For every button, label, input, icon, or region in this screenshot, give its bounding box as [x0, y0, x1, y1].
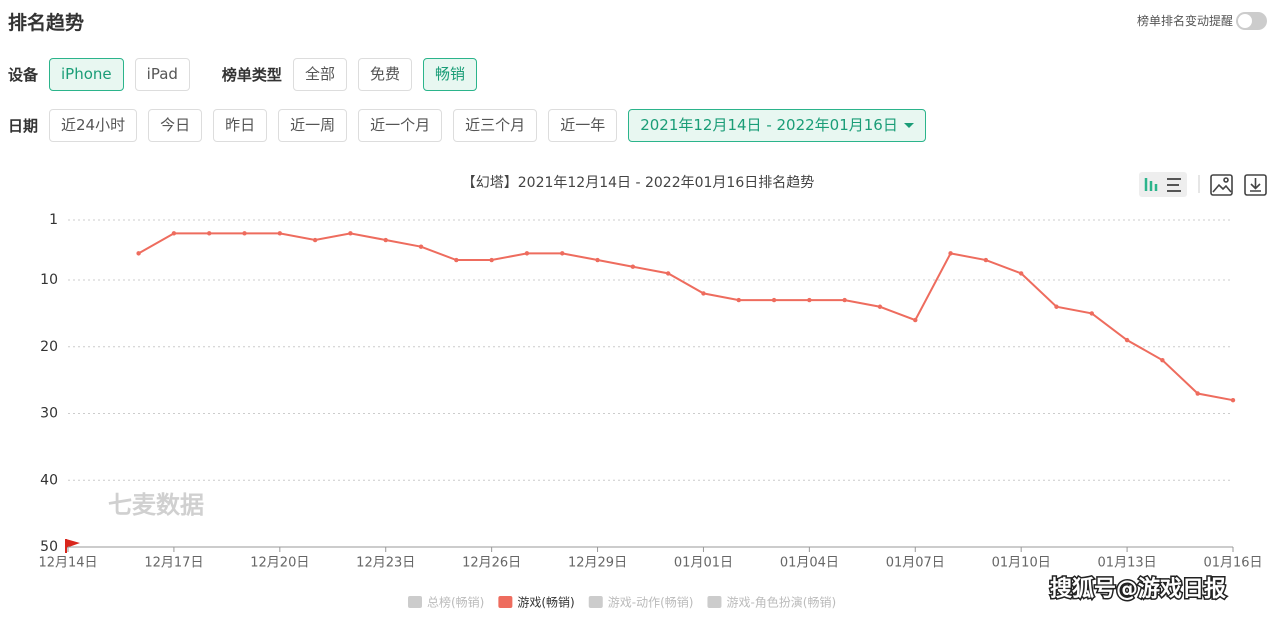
- data-point: [842, 297, 847, 303]
- data-point: [1124, 337, 1130, 343]
- data-point: [1089, 311, 1094, 316]
- data-point: [418, 244, 424, 249]
- legend-label[interactable]: 游戏-动作(畅销): [608, 596, 694, 610]
- data-point: [383, 237, 388, 243]
- filter-option[interactable]: 近一个月: [358, 109, 443, 142]
- data-point: [524, 251, 530, 256]
- legend-swatch: [707, 596, 722, 608]
- data-point: [454, 257, 459, 263]
- data-point: [348, 231, 353, 236]
- data-point: [948, 251, 953, 256]
- filter-option[interactable]: 畅销: [422, 58, 477, 91]
- list-view-icon[interactable]: [1167, 178, 1181, 192]
- data-point: [1054, 304, 1059, 309]
- date-range: 2021年12月14日 - 2022年01月16日: [640, 116, 898, 134]
- data-point: [1160, 357, 1165, 363]
- filter-option[interactable]: 近一年: [548, 109, 618, 142]
- filter-row: 日期 近24小时 今日 昨日 近一周 近一个月 近三个月 近一年 2021年12月14日 - 2…: [8, 109, 926, 142]
- data-point: [1018, 271, 1024, 276]
- data-point: [701, 291, 706, 296]
- start-flag: [65, 539, 80, 553]
- data-point: [877, 304, 883, 309]
- chart-title: 【幻塔】2021年12月14日 - 2022年01月16日排名趋势: [462, 175, 814, 191]
- caret: [903, 123, 914, 128]
- legend-label[interactable]: 游戏(畅销): [517, 596, 574, 610]
- x-tick-label: 12月26日: [462, 556, 521, 571]
- data-point: [312, 237, 318, 243]
- date-range-picker[interactable]: 2021年12月14日 - 2022年01月16日: [628, 109, 926, 142]
- data-point: [913, 317, 918, 323]
- toggle-label: 榜单排名变动提醒: [1136, 14, 1233, 28]
- filter-option[interactable]: iPhone: [49, 58, 124, 91]
- data-point: [242, 231, 247, 236]
- legend-label[interactable]: 总榜(畅销): [427, 595, 484, 610]
- y-tick-label: 20: [40, 339, 58, 355]
- x-tick-label: 01月04日: [780, 556, 839, 571]
- download-icon[interactable]: [1244, 174, 1267, 196]
- data-point: [1230, 397, 1236, 403]
- x-tick-label: 12月29日: [568, 556, 627, 571]
- data-point: [983, 257, 989, 263]
- data-point: [665, 271, 671, 276]
- data-point: [595, 257, 600, 263]
- data-point: [560, 251, 565, 256]
- filter-label: 榜单类型: [221, 66, 282, 84]
- legend-swatch: [408, 596, 422, 608]
- filter-option[interactable]: 昨日: [213, 109, 268, 142]
- y-tick-label: 30: [40, 406, 58, 422]
- x-tick-label: 12月20日: [250, 556, 309, 571]
- x-tick-label: 12月17日: [144, 556, 203, 571]
- x-tick-label: 01月10日: [992, 556, 1051, 571]
- page-title: 排名趋势: [8, 12, 85, 34]
- data-point: [489, 257, 494, 263]
- data-point: [1195, 391, 1200, 396]
- x-tick-label: 01月07日: [886, 556, 945, 571]
- y-tick-label: 1: [49, 212, 58, 228]
- filter-label: 设备: [8, 66, 39, 84]
- source-credit: 搜狐号@游戏日报: [1050, 576, 1226, 602]
- y-tick-label: 40: [40, 472, 58, 488]
- chart-toolbar: [1139, 172, 1267, 197]
- toggle-switch[interactable]: [1236, 12, 1267, 30]
- data-point: [736, 297, 741, 303]
- series-line: [138, 232, 1234, 402]
- filter-option[interactable]: iPad: [134, 58, 190, 91]
- data-point: [277, 231, 283, 236]
- data-point: [136, 251, 141, 256]
- x-tick-label: 01月13日: [1098, 556, 1157, 571]
- data-point: [207, 231, 212, 236]
- x-tick-label: 12月23日: [356, 556, 415, 571]
- filter-option[interactable]: 今日: [148, 109, 203, 142]
- x-tick-label: 01月01日: [674, 556, 733, 571]
- y-tick-label: 50: [40, 539, 58, 555]
- image-icon[interactable]: [1210, 174, 1233, 196]
- y-tick-label: 10: [40, 272, 58, 288]
- data-point: [630, 264, 636, 269]
- filter-option[interactable]: 近24小时: [49, 109, 138, 142]
- filter-option[interactable]: 全部: [292, 58, 347, 91]
- filter-option[interactable]: 近三个月: [453, 109, 538, 142]
- legend-label[interactable]: 游戏-角色扮演(畅销): [726, 595, 836, 610]
- filter-option[interactable]: 免费: [357, 58, 412, 91]
- filter-option[interactable]: 近一周: [278, 109, 348, 142]
- data-point: [171, 231, 177, 236]
- watermark: 七麦数据: [108, 491, 204, 519]
- x-tick-label: 12月14日: [38, 556, 97, 571]
- x-tick-label: 01月16日: [1203, 556, 1262, 571]
- legend-swatch: [498, 596, 513, 608]
- filter-row: 设备 iPhone iPad 榜单类型 全部 免费 畅销: [8, 58, 477, 91]
- legend-swatch: [588, 596, 603, 608]
- bar-view-icon[interactable]: [1144, 178, 1158, 191]
- filter-label: 日期: [8, 117, 39, 135]
- data-point: [807, 297, 812, 303]
- data-point: [771, 297, 777, 303]
